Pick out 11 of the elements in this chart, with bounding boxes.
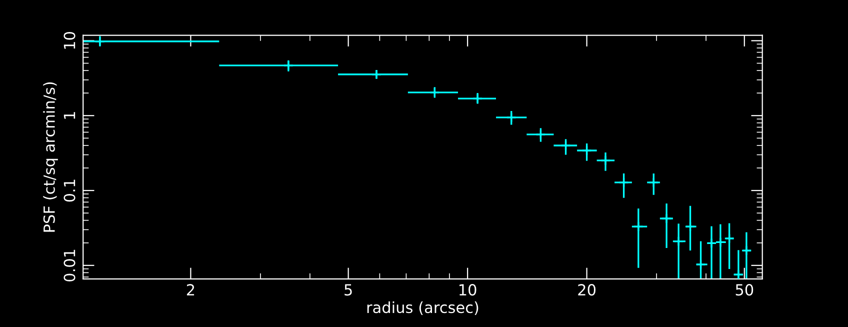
x-tick-label: 5 bbox=[344, 284, 352, 296]
y-tick-label: 10 bbox=[64, 32, 76, 49]
x-tick-label: 20 bbox=[578, 284, 596, 296]
x-tick-label: 50 bbox=[736, 284, 754, 296]
x-axis-title: radius (arcsec) bbox=[367, 301, 478, 315]
y-tick-label: 0.01 bbox=[64, 250, 76, 282]
x-tick-label: 10 bbox=[460, 284, 476, 296]
y-axis-title: PSF (ct/sq arcmin/s) bbox=[43, 82, 58, 232]
y-tick-label: 0.1 bbox=[64, 180, 76, 202]
x-tick-label: 2 bbox=[186, 284, 194, 296]
y-tick-label: 1 bbox=[64, 112, 76, 119]
